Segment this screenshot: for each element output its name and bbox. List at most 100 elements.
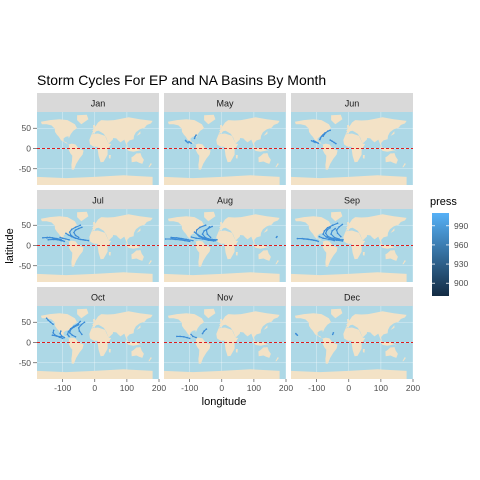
land-shape xyxy=(252,340,270,346)
storm-point xyxy=(201,332,204,335)
storm-point xyxy=(176,237,178,239)
land-shape xyxy=(91,214,153,245)
storm-point xyxy=(340,235,342,238)
storm-point xyxy=(67,330,70,333)
land-shape xyxy=(379,146,397,152)
land-shape xyxy=(136,228,141,233)
storm-point xyxy=(324,131,327,134)
land-shape xyxy=(195,143,211,170)
storm-point xyxy=(342,239,344,241)
storm-point xyxy=(317,142,320,144)
land-shape xyxy=(263,325,268,330)
land-shape xyxy=(37,175,153,185)
land-shape xyxy=(204,308,216,319)
storm-track xyxy=(46,317,54,325)
land-shape xyxy=(40,313,78,340)
land-shape xyxy=(322,143,338,170)
land-shape xyxy=(263,228,268,233)
storm-point xyxy=(322,237,324,239)
land-shape xyxy=(167,313,205,340)
facet-strip xyxy=(164,287,286,306)
storm-point xyxy=(326,226,329,229)
storm-point xyxy=(331,230,333,232)
storm-point xyxy=(211,225,213,228)
land-shape xyxy=(331,114,343,125)
land-shape xyxy=(164,272,280,282)
storm-point xyxy=(67,234,70,236)
land-shape xyxy=(331,211,343,222)
x-axis: -100 0 100 200 -100 0 100 200 -100 0 100 200 xyxy=(54,379,420,393)
storm-point xyxy=(204,236,206,239)
land-shape xyxy=(291,272,407,282)
facet-strip-label: Nov xyxy=(217,293,234,303)
storm-point xyxy=(179,335,181,338)
storm-point xyxy=(55,335,58,337)
land-shape xyxy=(218,214,280,245)
storm-track xyxy=(319,236,335,242)
land-shape xyxy=(402,260,406,265)
storm-point xyxy=(329,226,332,229)
storm-point xyxy=(190,142,193,144)
storm-point xyxy=(295,332,297,335)
storm-track xyxy=(329,139,337,145)
storm-point xyxy=(74,237,77,239)
land-shape xyxy=(204,211,216,222)
y-tick-label: 50 xyxy=(22,220,32,230)
storm-point xyxy=(68,335,70,338)
storm-point xyxy=(183,336,185,338)
land-shape xyxy=(385,347,398,358)
storm-point xyxy=(203,230,205,232)
facet-strip xyxy=(291,287,413,306)
storm-point xyxy=(341,240,344,242)
storm-point xyxy=(77,227,80,230)
storm-point xyxy=(61,237,64,239)
storm-point xyxy=(68,332,71,334)
land-shape xyxy=(91,311,153,342)
land-shape xyxy=(125,146,143,152)
land-shape xyxy=(125,340,143,346)
land-shape xyxy=(218,117,280,148)
land-shape xyxy=(93,125,96,129)
land-shape xyxy=(216,133,239,163)
storm-point xyxy=(60,239,62,242)
storm-point xyxy=(68,239,70,241)
storm-point xyxy=(323,133,326,136)
storm-point xyxy=(211,238,213,241)
storm-point xyxy=(301,237,304,240)
land-shape xyxy=(216,327,239,357)
legend-break-label: 900 xyxy=(454,278,468,288)
storm-point xyxy=(329,139,332,141)
storm-point xyxy=(68,231,71,233)
land-shape xyxy=(136,325,141,330)
storm-point xyxy=(51,237,54,239)
storm-point xyxy=(195,237,197,239)
land-shape xyxy=(402,357,406,362)
storm-point xyxy=(328,238,330,241)
land-shape xyxy=(347,319,350,323)
land-shape xyxy=(275,260,279,265)
land-shape xyxy=(291,369,407,379)
land-shape xyxy=(195,240,211,267)
chart-title: Storm Cycles For EP and NA Basins By Mon… xyxy=(37,72,326,88)
storm-point xyxy=(341,223,344,226)
facet-panel-nov: Nov xyxy=(164,287,287,379)
land-shape xyxy=(164,175,280,185)
storm-track xyxy=(313,140,319,144)
x-tick-label: 0 xyxy=(92,383,97,393)
land-shape xyxy=(258,347,271,358)
storm-point xyxy=(334,227,337,230)
storm-point xyxy=(59,236,61,239)
storm-point xyxy=(213,240,215,242)
x-tick-label: 200 xyxy=(152,383,166,393)
land-shape xyxy=(89,230,112,260)
storm-point xyxy=(335,229,338,231)
facet-strip xyxy=(291,93,413,112)
storm-point xyxy=(83,321,86,324)
storm-point xyxy=(60,336,62,338)
land-shape xyxy=(331,308,343,319)
land-shape xyxy=(294,313,332,340)
land-shape xyxy=(125,243,143,249)
facet-strip xyxy=(37,93,159,112)
storm-point xyxy=(63,336,66,339)
storm-point xyxy=(319,137,322,139)
